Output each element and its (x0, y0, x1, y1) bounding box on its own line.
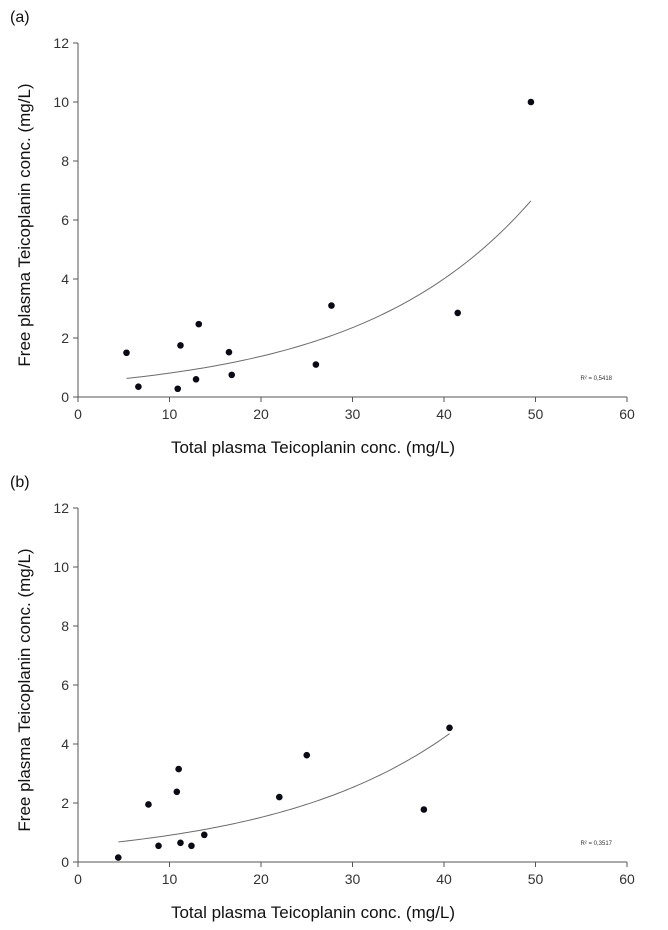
x-tick-label: 10 (162, 871, 178, 887)
y-tick-label: 12 (53, 500, 69, 516)
y-tick-label: 2 (61, 330, 69, 346)
chart-panel-a: (a) 0 2 4 6 8 10 12 0 10 20 30 40 50 60 Total plasma Te… (10, 9, 635, 457)
data-point (228, 371, 236, 379)
x-tick-label: 10 (162, 406, 178, 422)
data-point (192, 376, 200, 383)
y-tick-label: 6 (61, 677, 69, 693)
scatter-chart: (a) 0 2 4 6 8 10 12 0 10 20 30 40 50 60 Total plasma Te… (10, 9, 635, 457)
data-point (177, 839, 184, 847)
data-point (527, 98, 535, 106)
data-point (195, 320, 203, 328)
data-point (276, 793, 283, 801)
y-axis-title: Free plasma Teicoplanin conc. (mg/L) (15, 548, 34, 831)
data-point (454, 309, 462, 317)
data-point (123, 349, 130, 357)
panel-label: (a) (10, 9, 30, 26)
data-point (200, 831, 208, 839)
x-axis-title: Total plasma Teicoplanin conc. (mg/L) (171, 903, 455, 922)
data-point (188, 842, 195, 850)
y-tick-label: 4 (61, 271, 69, 287)
x-tick-label: 30 (345, 871, 361, 887)
x-tick-label: 20 (253, 406, 269, 422)
x-axis-title: Total plasma Teicoplanin conc. (mg/L) (171, 438, 455, 457)
scatter-chart: (b) 0 2 4 6 8 10 12 0 10 20 30 40 50 60 Total plasma Te… (10, 474, 635, 922)
data-point (145, 801, 152, 808)
r-squared-label: R² = 0,3517 (580, 841, 612, 847)
trendline (118, 733, 450, 843)
x-tick-label: 60 (619, 871, 635, 887)
r-squared-label: R² = 0,5418 (580, 376, 612, 382)
x-tick-label: 0 (74, 871, 82, 887)
data-point (312, 361, 320, 368)
y-axis-title: Free plasma Teicoplanin conc. (mg/L) (15, 83, 34, 366)
data-point (303, 751, 311, 759)
x-tick-label: 20 (253, 871, 269, 887)
data-point (173, 788, 181, 796)
x-tick-label: 50 (528, 406, 544, 422)
y-tick-label: 12 (53, 35, 69, 51)
data-point (135, 383, 142, 390)
data-point (155, 842, 162, 850)
x-tick-label: 60 (619, 406, 635, 422)
y-tick-label: 0 (61, 854, 69, 870)
x-tick-label: 30 (345, 406, 361, 422)
y-tick-label: 2 (61, 795, 69, 811)
panel-label: (b) (10, 474, 30, 491)
x-tick-label: 40 (436, 406, 452, 422)
data-point (446, 724, 453, 732)
data-point (174, 385, 182, 393)
data-point (175, 765, 182, 773)
data-point (177, 342, 184, 349)
y-tick-label: 10 (53, 94, 69, 110)
data-point (328, 302, 335, 309)
y-tick-label: 0 (61, 389, 69, 405)
y-tick-label: 8 (61, 618, 69, 634)
data-point (114, 854, 122, 861)
x-tick-label: 0 (74, 406, 82, 422)
data-point (225, 348, 233, 356)
y-tick-label: 4 (61, 736, 69, 752)
chart-panel-b: (b) 0 2 4 6 8 10 12 0 10 20 30 40 50 60 Total plasma Te… (0, 465, 668, 930)
x-tick-label: 50 (528, 871, 544, 887)
y-tick-label: 10 (53, 559, 69, 575)
data-point (420, 806, 428, 813)
trendline (126, 200, 532, 379)
x-tick-label: 40 (436, 871, 452, 887)
y-tick-label: 6 (61, 212, 69, 228)
y-tick-label: 8 (61, 153, 69, 169)
